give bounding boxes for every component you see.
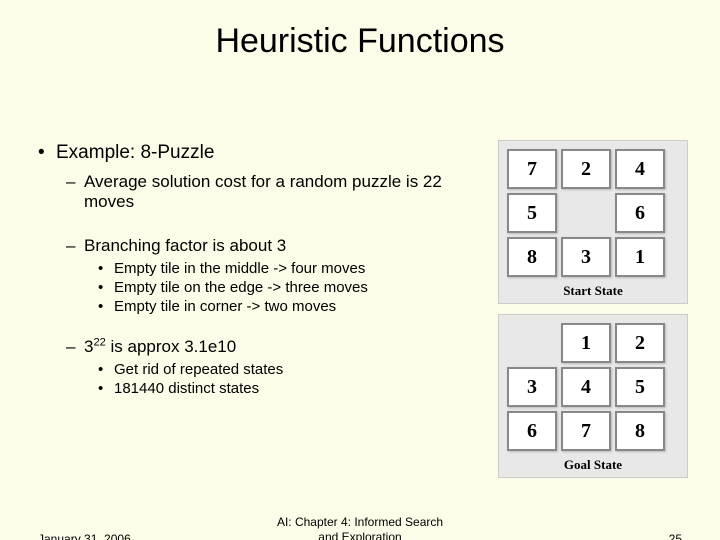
bullet-level2: – Average solution cost for a random puz… — [66, 172, 468, 212]
bullet-dot-icon: • — [98, 361, 114, 378]
puzzle-tile-empty — [561, 193, 611, 233]
puzzle-tile: 1 — [615, 237, 665, 277]
puzzle-tile: 3 — [561, 237, 611, 277]
bullet-dot-icon: • — [98, 380, 114, 397]
bullet-dash-icon: – — [66, 337, 84, 357]
puzzle-tile-empty — [507, 323, 557, 363]
bullet-dash-icon: – — [66, 236, 84, 256]
footer-page-number: 25 — [669, 532, 682, 540]
bullet-text: Empty tile on the edge -> three moves — [114, 279, 368, 296]
puzzle-tile: 8 — [615, 411, 665, 451]
bullet-text: Empty tile in the middle -> four moves — [114, 260, 365, 277]
bullet-text: Average solution cost for a random puzzl… — [84, 172, 468, 212]
goal-state-label: Goal State — [507, 457, 679, 473]
bullet-level2: – 322 is approx 3.1e10 — [66, 337, 468, 357]
puzzle-tile: 2 — [561, 149, 611, 189]
bullet-level3: • Empty tile in the middle -> four moves — [98, 260, 468, 277]
bullet-level1: • Example: 8-Puzzle — [38, 142, 468, 164]
start-state-grid: 7 2 4 5 6 8 3 1 — [507, 149, 679, 277]
bullet-level3: • Empty tile in corner -> two moves — [98, 298, 468, 315]
bullet-dot-icon: • — [98, 260, 114, 277]
puzzle-tile: 5 — [615, 367, 665, 407]
slide: Heuristic Functions • Example: 8-Puzzle … — [0, 22, 720, 540]
exp-sup: 22 — [93, 336, 105, 348]
puzzle-tile: 1 — [561, 323, 611, 363]
footer-center-line1: AI: Chapter 4: Informed Search — [277, 515, 443, 529]
bullet-dash-icon: – — [66, 172, 84, 212]
bullet-text: Example: 8-Puzzle — [56, 142, 214, 164]
exp-rest: is approx 3.1e10 — [106, 337, 236, 356]
puzzle-figures: 7 2 4 5 6 8 3 1 Start State 1 2 3 4 5 6 — [498, 140, 688, 488]
bullet-text: 322 is approx 3.1e10 — [84, 337, 236, 357]
slide-body: • Example: 8-Puzzle – Average solution c… — [38, 142, 468, 399]
puzzle-tile: 7 — [561, 411, 611, 451]
puzzle-tile: 6 — [615, 193, 665, 233]
puzzle-tile: 2 — [615, 323, 665, 363]
puzzle-tile: 7 — [507, 149, 557, 189]
bullet-level3: • 181440 distinct states — [98, 380, 468, 397]
bullet-dot-icon: • — [98, 298, 114, 315]
bullet-dot-icon: • — [98, 279, 114, 296]
footer-center-line2: and Exploration — [318, 530, 401, 540]
bullet-level3: • Empty tile on the edge -> three moves — [98, 279, 468, 296]
goal-state-panel: 1 2 3 4 5 6 7 8 Goal State — [498, 314, 688, 478]
puzzle-tile: 3 — [507, 367, 557, 407]
puzzle-tile: 4 — [561, 367, 611, 407]
bullet-dot-icon: • — [38, 142, 56, 164]
bullet-text: Get rid of repeated states — [114, 361, 283, 378]
bullet-text: 181440 distinct states — [114, 380, 259, 397]
bullet-text: Empty tile in corner -> two moves — [114, 298, 336, 315]
puzzle-tile: 6 — [507, 411, 557, 451]
goal-state-grid: 1 2 3 4 5 6 7 8 — [507, 323, 679, 451]
start-state-label: Start State — [507, 283, 679, 299]
slide-title: Heuristic Functions — [0, 22, 720, 61]
bullet-level3: • Get rid of repeated states — [98, 361, 468, 378]
puzzle-tile: 4 — [615, 149, 665, 189]
start-state-panel: 7 2 4 5 6 8 3 1 Start State — [498, 140, 688, 304]
puzzle-tile: 5 — [507, 193, 557, 233]
bullet-level2: – Branching factor is about 3 — [66, 236, 468, 256]
footer-center: AI: Chapter 4: Informed Search and Explo… — [0, 515, 720, 540]
bullet-text: Branching factor is about 3 — [84, 236, 286, 256]
puzzle-tile: 8 — [507, 237, 557, 277]
